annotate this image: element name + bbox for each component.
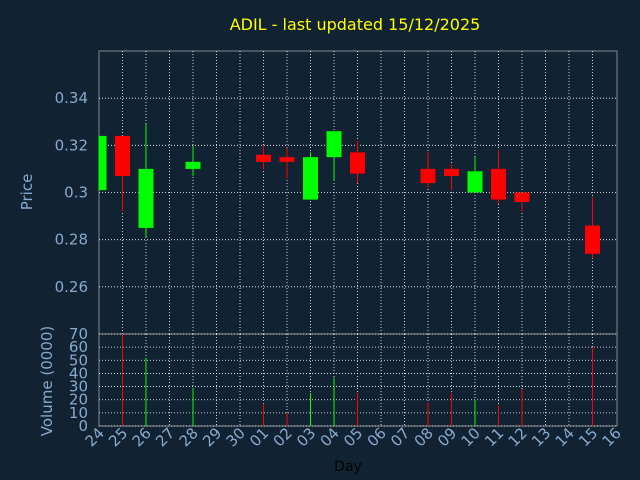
x-tick-label: 02 <box>270 424 296 450</box>
x-tick-label: 27 <box>152 424 178 450</box>
price-y-tick-label: 0.28 <box>55 231 88 249</box>
x-tick-label: 16 <box>599 424 625 450</box>
volume-bars <box>122 334 593 426</box>
volume-y-tick-label: 70 <box>69 325 88 343</box>
x-tick-label: 26 <box>129 424 155 450</box>
volume-y-tick-label: 10 <box>69 404 88 422</box>
price-y-tick-label: 0.26 <box>55 278 88 296</box>
x-tick-label: 13 <box>528 424 554 450</box>
price-y-tick-label: 0.32 <box>55 136 88 154</box>
x-tick-label: 01 <box>246 424 272 450</box>
volume-y-tick-label: 50 <box>69 351 88 369</box>
x-tick-label: 04 <box>317 424 343 450</box>
price-grid <box>99 51 617 334</box>
candle-body <box>585 225 600 254</box>
x-tick-label: 05 <box>340 424 366 450</box>
candle-body <box>256 154 271 162</box>
volume-axis-label: Volume (0000) <box>38 326 56 436</box>
candle-body <box>138 168 154 228</box>
price-y-ticks: 0.26 0.28 0.3 0.32 0.34 <box>55 89 88 296</box>
candle-body <box>491 168 506 200</box>
x-tick-label: 28 <box>176 424 202 450</box>
x-tick-label: 15 <box>575 424 601 450</box>
x-tick-label: 10 <box>458 424 484 450</box>
x-tick-label: 08 <box>411 424 437 450</box>
x-tick-label: 11 <box>481 424 507 450</box>
volume-y-tick-label: 0 <box>78 417 88 435</box>
price-y-tick-label: 0.3 <box>64 184 88 202</box>
x-tick-label: 25 <box>105 424 131 450</box>
candle-body <box>185 161 201 169</box>
candle-body <box>99 135 107 191</box>
x-tick-label: 07 <box>387 424 413 450</box>
candle-body <box>279 157 295 162</box>
candlesticks <box>98 124 600 259</box>
x-tick-label: 12 <box>505 424 531 450</box>
volume-y-tick-label: 20 <box>69 391 88 409</box>
chart-title: ADIL - last updated 15/12/2025 <box>230 15 481 34</box>
x-ticks: 2425262728293001020304050607080910111213… <box>82 424 625 450</box>
price-axis-label: Price <box>18 174 36 211</box>
candle-body <box>420 168 436 184</box>
x-tick-label: 29 <box>199 424 225 450</box>
volume-y-tick-label: 60 <box>69 338 88 356</box>
x-tick-label: 06 <box>364 424 390 450</box>
x-tick-label: 30 <box>223 424 249 450</box>
candle-body <box>303 157 318 200</box>
candle-body <box>326 131 342 158</box>
price-y-tick-label: 0.34 <box>55 89 88 107</box>
volume-y-tick-label: 40 <box>69 364 88 382</box>
x-tick-label: 14 <box>552 424 578 450</box>
x-axis-label: Day <box>334 459 362 475</box>
candle-body <box>350 152 365 174</box>
candle-body <box>444 168 459 176</box>
volume-y-tick-label: 30 <box>69 378 88 396</box>
candle-body <box>115 135 130 176</box>
x-tick-label: 03 <box>293 424 319 450</box>
x-tick-label: 09 <box>434 424 460 450</box>
candle-body <box>467 171 483 193</box>
candle-body <box>514 192 530 202</box>
